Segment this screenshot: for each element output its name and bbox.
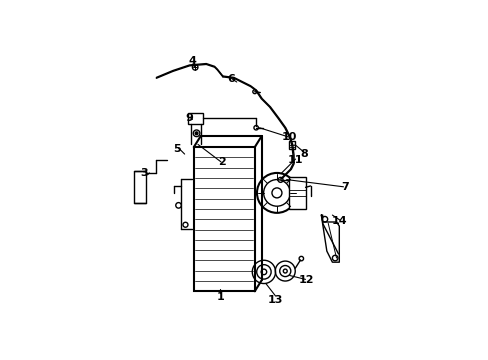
Circle shape <box>271 188 282 198</box>
Circle shape <box>283 269 286 273</box>
Text: 5: 5 <box>173 144 181 153</box>
Text: 10: 10 <box>281 132 297 143</box>
Circle shape <box>195 132 198 135</box>
Text: 9: 9 <box>185 113 193 123</box>
Bar <box>193 147 254 291</box>
Bar <box>188 113 203 123</box>
Text: 2: 2 <box>217 157 225 167</box>
Text: 7: 7 <box>340 183 348 192</box>
Text: 1: 1 <box>216 292 224 302</box>
Text: 3: 3 <box>140 168 147 179</box>
Text: 11: 11 <box>286 155 302 165</box>
Text: 14: 14 <box>331 216 346 226</box>
Bar <box>288 177 305 209</box>
Text: 12: 12 <box>298 275 313 285</box>
Bar <box>133 171 145 203</box>
Circle shape <box>261 269 266 275</box>
Text: 4: 4 <box>188 56 196 66</box>
Text: 6: 6 <box>227 74 235 84</box>
Text: 13: 13 <box>267 294 283 305</box>
Text: 8: 8 <box>300 149 308 159</box>
Bar <box>288 141 294 149</box>
